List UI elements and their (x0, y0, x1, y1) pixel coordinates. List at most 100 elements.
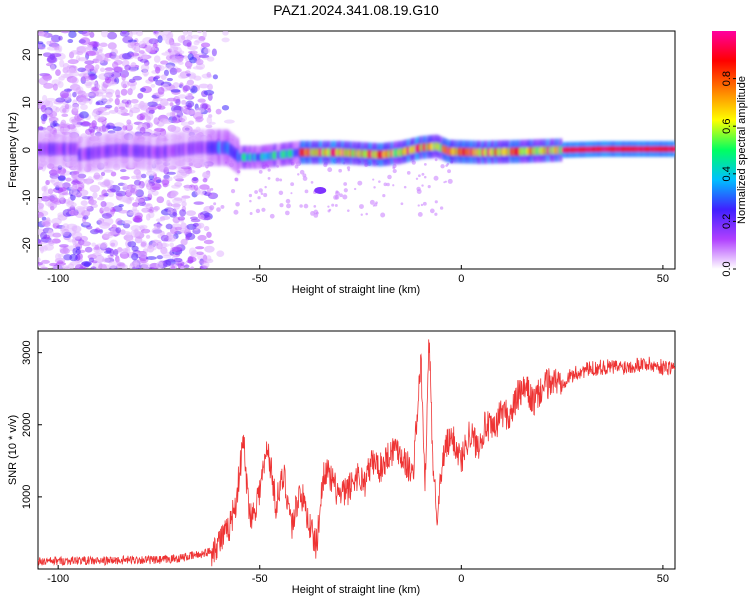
spectrogram-cell (160, 60, 169, 65)
spectrogram-cell (302, 173, 307, 178)
spectrogram-cell (41, 185, 47, 192)
spectrogram-cell (41, 32, 49, 38)
spectrogram-cell (439, 206, 444, 210)
spectrogram-cell (41, 94, 48, 102)
spectrogram-cell (115, 89, 121, 98)
spectrogram-cell (58, 193, 65, 201)
spectrogram-cell (98, 217, 105, 224)
x-tick-label: -100 (47, 273, 69, 285)
spectrogram-cell (60, 31, 70, 34)
spectrogram-cell (174, 197, 183, 201)
spectrogram-cell (403, 185, 407, 189)
spectrogram-cell (179, 115, 187, 122)
spectrogram-cell (333, 195, 338, 200)
spectrogram-cell (195, 246, 205, 250)
spectrogram-cell (207, 108, 212, 113)
spectrogram-cell (80, 180, 87, 184)
spectrogram-cell (79, 37, 91, 45)
spectrogram-cell (146, 101, 158, 107)
spectrogram-cell (95, 249, 105, 254)
spectrogram-cell (342, 194, 348, 200)
spectrogram-cell (98, 229, 104, 234)
spectrogram-cell (52, 83, 58, 91)
spectrogram-cell (195, 58, 204, 66)
spectrogram-cell (87, 41, 95, 46)
spectrogram-cell (421, 172, 425, 176)
spectrogram-cell (72, 247, 77, 255)
spectrogram-cell (249, 199, 252, 203)
spectrogram-cell (359, 204, 364, 209)
spectrogram-cell (206, 56, 215, 62)
spectrogram-cell (77, 186, 83, 192)
spectrogram-cell (255, 208, 261, 214)
spectrogram-cell (101, 206, 113, 212)
spectrogram-cell (72, 243, 81, 248)
spectrogram-cell (38, 202, 44, 210)
spectrogram-cell (128, 31, 133, 39)
spectrogram-cell (111, 48, 119, 56)
spectrogram-cell (153, 75, 160, 80)
spectrogram-cell (198, 83, 209, 89)
spectrogram-cell (91, 91, 100, 97)
spectrogram-cell (234, 177, 238, 181)
spectrogram-cell (40, 231, 48, 240)
spectrogram-cell (67, 123, 76, 130)
spectrogram-cell (104, 104, 113, 109)
spectrogram-cell (116, 109, 126, 115)
spectrogram-cell (135, 31, 144, 37)
spectrogram-cell (106, 183, 113, 190)
spectrogram-cell (353, 187, 357, 191)
spectrogram-cell (127, 240, 137, 248)
spectrogram-cell (257, 196, 261, 200)
spectrogram-cell (302, 176, 308, 181)
spectrogram-cell (204, 245, 215, 253)
spectrogram-cell (114, 97, 120, 106)
spectrogram-cell (151, 186, 161, 191)
spectrogram-cell (197, 234, 207, 241)
spectrogram-cell (140, 241, 147, 247)
spectrogram-cell (60, 228, 65, 235)
spectrogram-cell (42, 52, 52, 58)
spectrogram-cell (51, 44, 60, 49)
spectrogram-cell (199, 184, 210, 190)
spectrogram-cell (91, 242, 97, 247)
spectrogram-cell (160, 234, 170, 242)
spectrogram-cell (223, 119, 235, 124)
spectrogram-cell (118, 209, 129, 214)
spectrogram-cell (131, 245, 139, 252)
spectrogram-cell (86, 225, 93, 230)
spectrogram-cell (406, 171, 411, 175)
spectrogram-cell (166, 112, 173, 117)
spectrogram-cell (434, 158, 438, 162)
spectrogram-cell (98, 49, 103, 54)
spectrogram-cell (172, 110, 182, 114)
spectrogram-cell (118, 106, 126, 110)
spectrogram-cell (115, 190, 127, 197)
spectrogram-cell (64, 88, 73, 92)
spectrogram-cell (206, 71, 212, 78)
spectrogram-cell (101, 94, 107, 100)
spectrogram-cell (45, 97, 56, 102)
spectrogram-cell (59, 90, 69, 99)
spectrogram-cell (360, 213, 363, 216)
spectrogram-cell (221, 104, 230, 111)
spectrogram-cell (61, 113, 69, 118)
spectrogram-cell (134, 262, 140, 269)
spectrogram-cell (421, 184, 424, 187)
spectrogram-cell (49, 262, 58, 267)
spectrogram-cell (120, 169, 127, 173)
spectrogram-cell (372, 204, 375, 207)
spectrogram-cell (170, 265, 176, 269)
spectrogram-cell (434, 212, 438, 216)
x-tick-label: -50 (252, 573, 268, 585)
spectrogram-cell (310, 181, 314, 184)
spectrogram-cell (198, 54, 210, 58)
spectrogram-cell (179, 265, 185, 269)
spectrogram-cell (202, 31, 207, 39)
spectrogram-cell (38, 257, 41, 262)
spectrogram-cell (107, 42, 117, 50)
spectrogram-cell (169, 242, 174, 248)
spectrogram-cell (46, 217, 51, 223)
spectrogram-cell (98, 125, 109, 133)
spectrogram-cell (139, 116, 144, 120)
